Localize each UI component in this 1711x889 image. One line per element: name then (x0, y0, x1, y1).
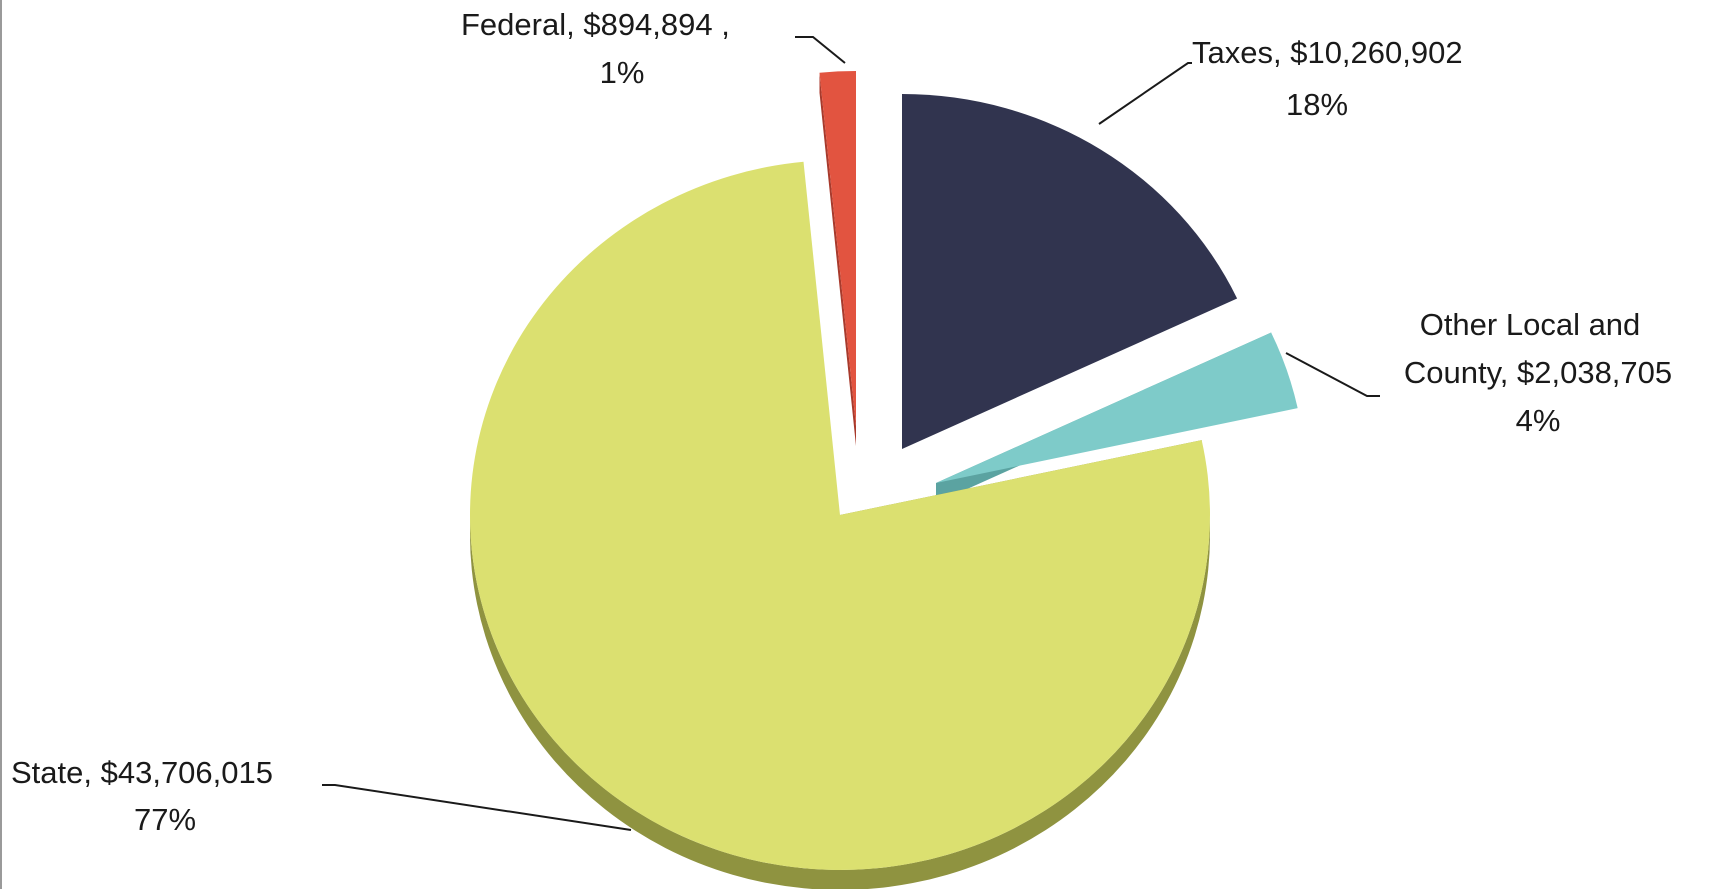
label-other-local-percent: 4% (1516, 403, 1561, 438)
label-state: State, $43,706,015 (11, 755, 273, 790)
slice-side-federal (819, 72, 856, 446)
slice-federal (819, 71, 856, 426)
label-state-percent: 77% (134, 802, 196, 837)
label-other-local-line2: County, $2,038,705 (1404, 355, 1672, 390)
leader-taxes (1098, 62, 1192, 125)
leader-state (322, 784, 632, 831)
chart-frame-border (0, 0, 2, 889)
slice-taxes (902, 94, 1238, 449)
leader-federal (795, 36, 846, 64)
label-taxes-percent: 18% (1286, 87, 1348, 122)
slice-state (470, 161, 1211, 871)
label-taxes: Taxes, $10,260,902 (1192, 35, 1463, 70)
leader-lines (322, 36, 1380, 831)
label-federal-percent: 1% (600, 55, 645, 90)
slice-other-local-and-county (936, 332, 1298, 483)
label-other-local-line1: Other Local and (1420, 307, 1641, 342)
leader-other-local (1285, 352, 1380, 397)
slice-wall-federal (819, 72, 856, 446)
label-federal: Federal, $894,894 , (461, 7, 730, 42)
pie-slices (470, 71, 1298, 871)
